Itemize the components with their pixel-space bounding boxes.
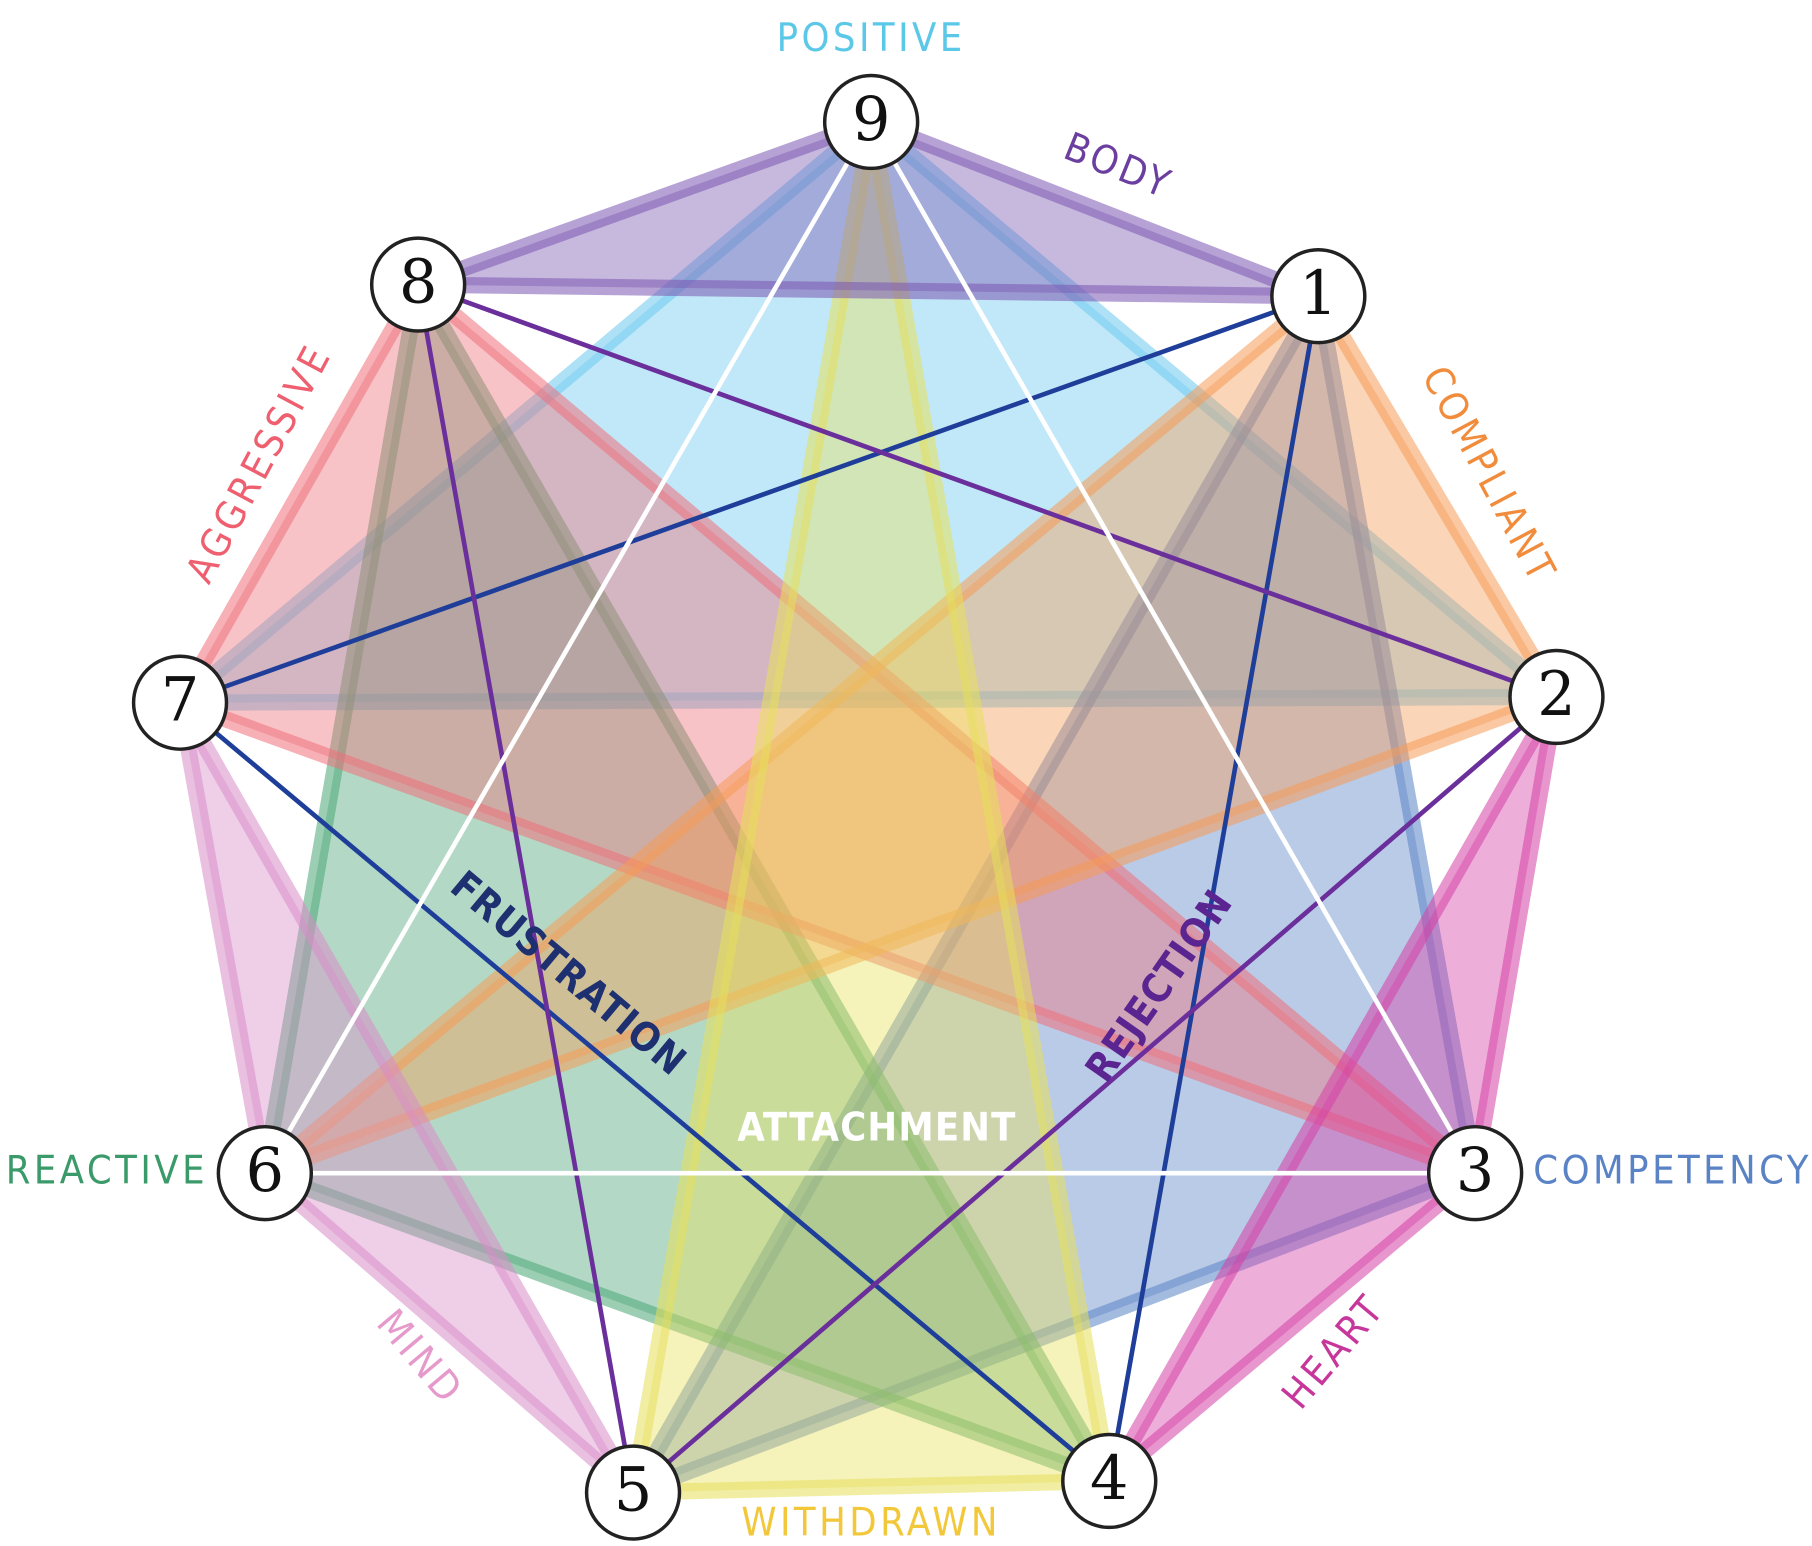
node-number: 1 [1299,259,1337,329]
page: 912345678 POSITIVEBODYCOMPLIANTCOMPETENC… [0,0,1812,1546]
group-label: COMPETENCY [1533,1148,1812,1194]
node-number: 5 [614,1455,652,1525]
enneagram-diagram: 912345678 POSITIVEBODYCOMPLIANTCOMPETENC… [0,0,1812,1546]
node-number: 8 [399,247,437,317]
node-number: 7 [161,666,199,736]
line-label: ATTACHMENT [737,1105,1016,1151]
node-number: 9 [852,85,890,155]
group-label: REACTIVE [6,1148,208,1194]
node-number: 4 [1090,1444,1128,1514]
node-number: 3 [1456,1136,1494,1206]
group-label: WITHDRAWN [741,1500,1001,1546]
node-number: 6 [246,1136,284,1206]
node-number: 2 [1537,660,1575,730]
group-label: POSITIVE [777,15,966,61]
